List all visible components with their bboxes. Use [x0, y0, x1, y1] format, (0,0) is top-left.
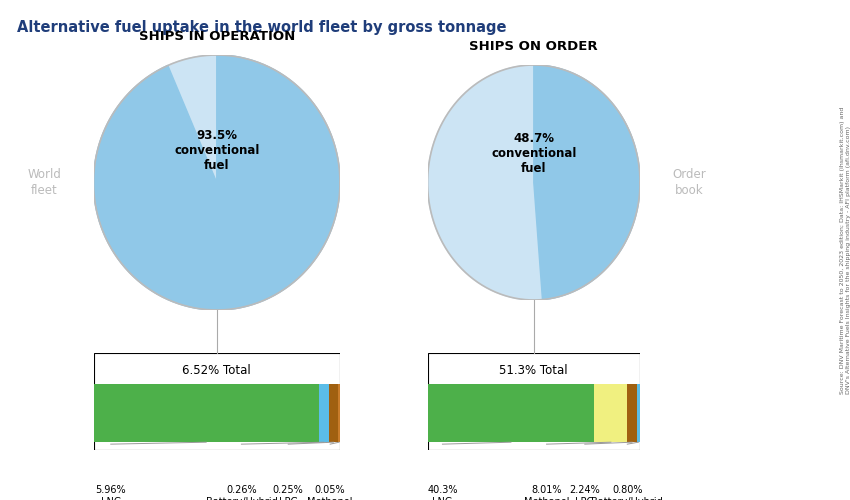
Bar: [338, 384, 340, 442]
Bar: [594, 384, 627, 442]
Text: 0.05%
Methanol: 0.05% Methanol: [308, 485, 353, 500]
Text: 0.25%
LPG: 0.25% LPG: [273, 485, 303, 500]
Text: 2.24%
LPG: 2.24% LPG: [570, 485, 600, 500]
Text: World
fleet: World fleet: [27, 168, 61, 196]
Polygon shape: [94, 55, 340, 310]
Text: 40.3%
LNG: 40.3% LNG: [428, 485, 457, 500]
Text: 5.96%
LNG: 5.96% LNG: [95, 485, 126, 500]
Bar: [329, 384, 338, 442]
Bar: [94, 384, 319, 442]
Bar: [428, 384, 594, 442]
Text: Alternative fuel uptake in the world fleet by gross tonnage: Alternative fuel uptake in the world fle…: [17, 20, 507, 35]
Text: 0.80%
Battery/Hybrid: 0.80% Battery/Hybrid: [592, 485, 663, 500]
Text: 6.52% Total: 6.52% Total: [183, 364, 251, 376]
Text: SHIPS ON ORDER: SHIPS ON ORDER: [469, 40, 598, 52]
Text: 48.7%
conventional
fuel: 48.7% conventional fuel: [491, 132, 576, 174]
Bar: [319, 384, 329, 442]
Text: 93.5%
conventional
fuel: 93.5% conventional fuel: [174, 129, 259, 172]
Bar: [627, 384, 637, 442]
Polygon shape: [94, 55, 340, 310]
Text: SHIPS IN OPERATION: SHIPS IN OPERATION: [139, 30, 295, 43]
Bar: [637, 384, 640, 442]
Text: Source: DNV Maritime Forecast to 2050, 2023 edition; Data: IHSMarkit (ihsmarkit.: Source: DNV Maritime Forecast to 2050, 2…: [840, 106, 850, 394]
Text: 0.26%
Battery/Hybrid: 0.26% Battery/Hybrid: [206, 485, 277, 500]
Polygon shape: [534, 65, 640, 300]
Polygon shape: [428, 65, 640, 300]
Text: Order
book: Order book: [672, 168, 706, 196]
Text: 8.01%
Methanol: 8.01% Methanol: [524, 485, 570, 500]
Text: 51.3% Total: 51.3% Total: [500, 364, 568, 376]
